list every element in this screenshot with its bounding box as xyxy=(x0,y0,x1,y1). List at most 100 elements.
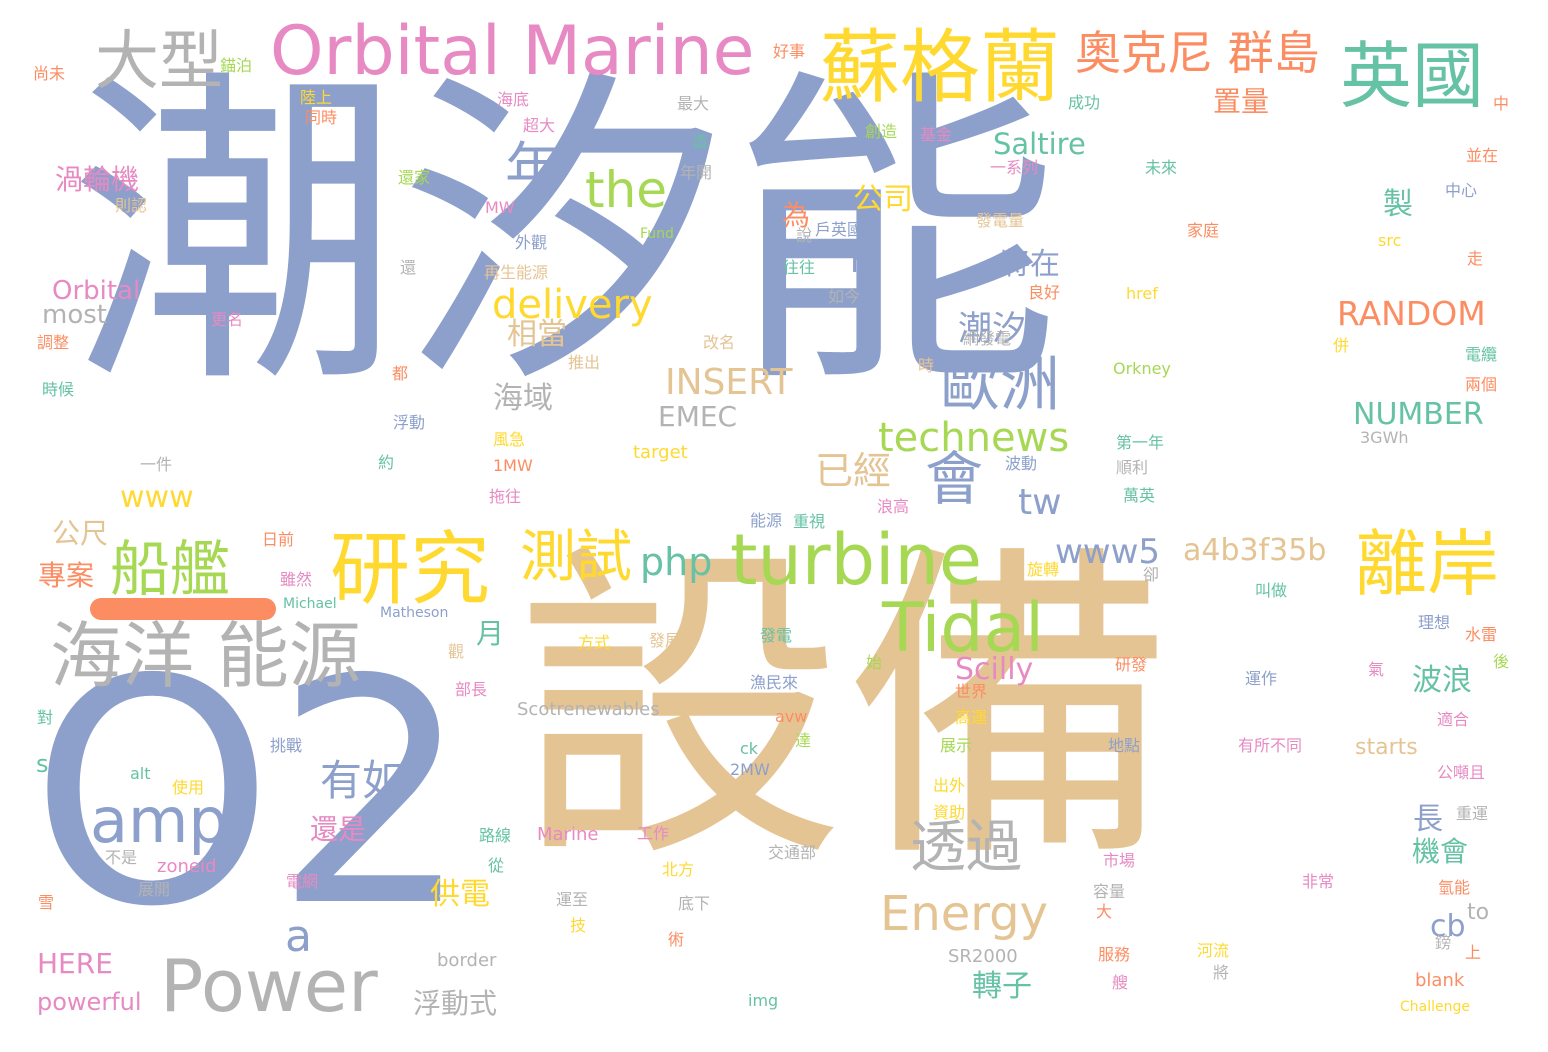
cloud-word-cjk-186: 技 xyxy=(570,916,587,935)
cloud-word-cjk-74: 超大 xyxy=(523,116,556,135)
cloud-word-cjk-59: 月 xyxy=(476,617,505,650)
cloud-word-insert: INSERT xyxy=(665,362,793,403)
cloud-word-href: href xyxy=(1126,284,1158,303)
cloud-word-delivery: delivery xyxy=(492,282,653,328)
cloud-word-cjk-68: 尚未 xyxy=(33,64,66,83)
cloud-word-cjk-87: 則認 xyxy=(115,196,148,215)
cloud-word-cjk-175: 北方 xyxy=(662,860,695,879)
cloud-word-cjk-95: 還 xyxy=(400,258,417,277)
cloud-word-zoneid: zoneid xyxy=(157,856,217,877)
cloud-word-cjk-178: 展開 xyxy=(138,880,171,899)
cloud-word-cjk-69: 錨泊 xyxy=(220,56,253,75)
cloud-word-cjk-131: 旋轉 xyxy=(1027,560,1060,579)
cloud-word-cjk-33: 已經 xyxy=(815,449,892,493)
cloud-word-cjk-125: 萬英 xyxy=(1123,486,1156,505)
cloud-word-cjk-90: 戶英國 xyxy=(815,220,864,239)
cloud-word-cjk-7: 奧克尼 群島 xyxy=(1075,26,1320,80)
cloud-word-cjk-70: 好事 xyxy=(773,42,806,61)
cloud-word-cjk-47: 公司 xyxy=(853,182,913,217)
cloud-word-michael: Michael xyxy=(283,596,337,612)
cloud-word-cjk-116: 一件 xyxy=(140,455,173,474)
cloud-word-orkney: Orkney xyxy=(1113,359,1171,378)
cloud-word-turbine: turbine xyxy=(730,519,982,601)
cloud-word-to: to xyxy=(1467,900,1490,925)
cloud-word-s: s xyxy=(36,750,49,778)
cloud-word-cjk-140: 理想 xyxy=(1418,613,1451,632)
cloud-word-cjk-22: 透過 xyxy=(910,815,1022,880)
cloud-word-cjk-6: 大型 xyxy=(95,25,223,99)
cloud-word-cjk-13: 離岸 xyxy=(1355,522,1500,606)
cloud-word-1mw: 1MW xyxy=(493,456,533,475)
cloud-word-cjk-48: 為 xyxy=(782,199,811,232)
cloud-word-scilly: Scilly xyxy=(955,652,1034,687)
cloud-word-cjk-77: 創造 xyxy=(865,122,898,141)
cloud-word-n: n xyxy=(850,241,872,281)
cloud-word-mw: MW xyxy=(485,198,515,217)
cloud-word-cjk-89: 發電量 xyxy=(976,211,1025,230)
cloud-word-number: NUMBER xyxy=(1353,397,1484,432)
cloud-word-cjk-58: 還是 xyxy=(310,813,367,846)
cloud-word-cjk-94: 說 xyxy=(796,226,813,245)
cloud-word-php: php xyxy=(640,540,713,584)
cloud-word-cjk-143: 觀 xyxy=(448,642,465,661)
cloud-word-cjk-137: 方式 xyxy=(578,633,611,652)
cloud-word-saltire: Saltire xyxy=(993,127,1086,161)
cloud-word-cjk-134: 叫做 xyxy=(1255,581,1288,600)
cloud-word-cjk-108: 時候 xyxy=(42,380,75,399)
cloud-word-a: a xyxy=(285,911,312,962)
cloud-word-cjk-166: 資助 xyxy=(933,803,966,822)
cloud-word-sr2000: SR2000 xyxy=(948,946,1018,967)
cloud-word-cjk-100: 更名 xyxy=(211,310,244,329)
cloud-word-cjk-167: 重運 xyxy=(1456,804,1489,823)
cloud-word-cjk-179: 非常 xyxy=(1302,872,1335,891)
cloud-word-cjk-192: 鎊 xyxy=(1435,933,1452,952)
cloud-word-matheson: Matheson xyxy=(380,605,449,621)
cloud-word-cjk-86: 中心 xyxy=(1445,181,1478,200)
cloud-word-cjk-145: 研發 xyxy=(1115,655,1148,674)
cloud-word-cjk-43: 將在 xyxy=(1000,247,1060,282)
cloud-word-most: most xyxy=(42,300,107,330)
cloud-word-cjk-173: 交通部 xyxy=(768,843,817,862)
cloud-word-cjk-133: 卻 xyxy=(1143,565,1160,584)
cloud-word-tw: tw xyxy=(1018,482,1062,523)
cloud-word-www5: www5 xyxy=(1055,532,1161,572)
cloud-word-cjk-165: 使用 xyxy=(172,778,205,797)
cloud-word-cjk-0: 潮汐能 xyxy=(70,43,1060,427)
cloud-word-cjk-5: 英國 xyxy=(1340,34,1485,118)
cloud-word-cjk-128: 重視 xyxy=(793,512,826,531)
cloud-word-avw: avw xyxy=(775,707,808,726)
cloud-word-cjk-46: 相當 xyxy=(507,317,567,352)
cloud-word-emec: EMEC xyxy=(658,400,738,433)
cloud-word-cjk-142: 後 xyxy=(1493,652,1510,671)
cloud-word-cjk-102: 良好 xyxy=(1028,283,1061,302)
cloud-word-random: RANDOM xyxy=(1337,294,1486,333)
cloud-word-orbital: Orbital xyxy=(52,276,141,306)
cloud-word-border: border xyxy=(437,950,497,971)
cloud-word-cjk-198: 艘 xyxy=(1109,974,1128,990)
cloud-word-challenge: Challenge xyxy=(1400,999,1470,1015)
cloud-word-cjk-101: 如今 xyxy=(828,287,861,306)
cloud-word-cjk-44: 置量 xyxy=(1213,85,1270,118)
cloud-word-cjk-80: 造 xyxy=(692,132,709,151)
cloud-word-cjk-182: 雪 xyxy=(38,893,55,912)
cloud-word-cjk-132: 雖然 xyxy=(280,570,313,589)
cloud-word-cjk-190: 河流 xyxy=(1197,941,1230,960)
cloud-word-cjk-159: 適合 xyxy=(1437,710,1470,729)
cloud-word-cjk-105: 改名 xyxy=(703,333,736,352)
cloud-word-3gwh: 3GWh xyxy=(1360,428,1409,447)
cloud-word-cjk-194: 將 xyxy=(1213,963,1230,982)
cloud-word-cjk-93: 外觀 xyxy=(515,233,548,252)
cloud-word-cjk-56: 供電 xyxy=(430,877,490,912)
cloud-word-powerful: powerful xyxy=(37,988,142,1016)
cloud-word-cjk-96: 再生能源 xyxy=(484,263,549,282)
cloud-word-cjk-127: 能源 xyxy=(750,511,783,530)
cloud-word-cjk-150: 運作 xyxy=(1245,669,1278,688)
cloud-word-technews: technews xyxy=(878,415,1070,461)
cloud-word-amp: amp xyxy=(90,784,228,857)
cloud-word-cjk-123: 波動 xyxy=(1005,454,1038,473)
cloud-word-alt: alt xyxy=(130,764,151,783)
cloud-word-cjk-31: 有如 xyxy=(320,756,405,805)
cloud-word-cb: cb xyxy=(1430,909,1466,944)
cloud-word-cjk-147: 部長 xyxy=(455,680,488,699)
